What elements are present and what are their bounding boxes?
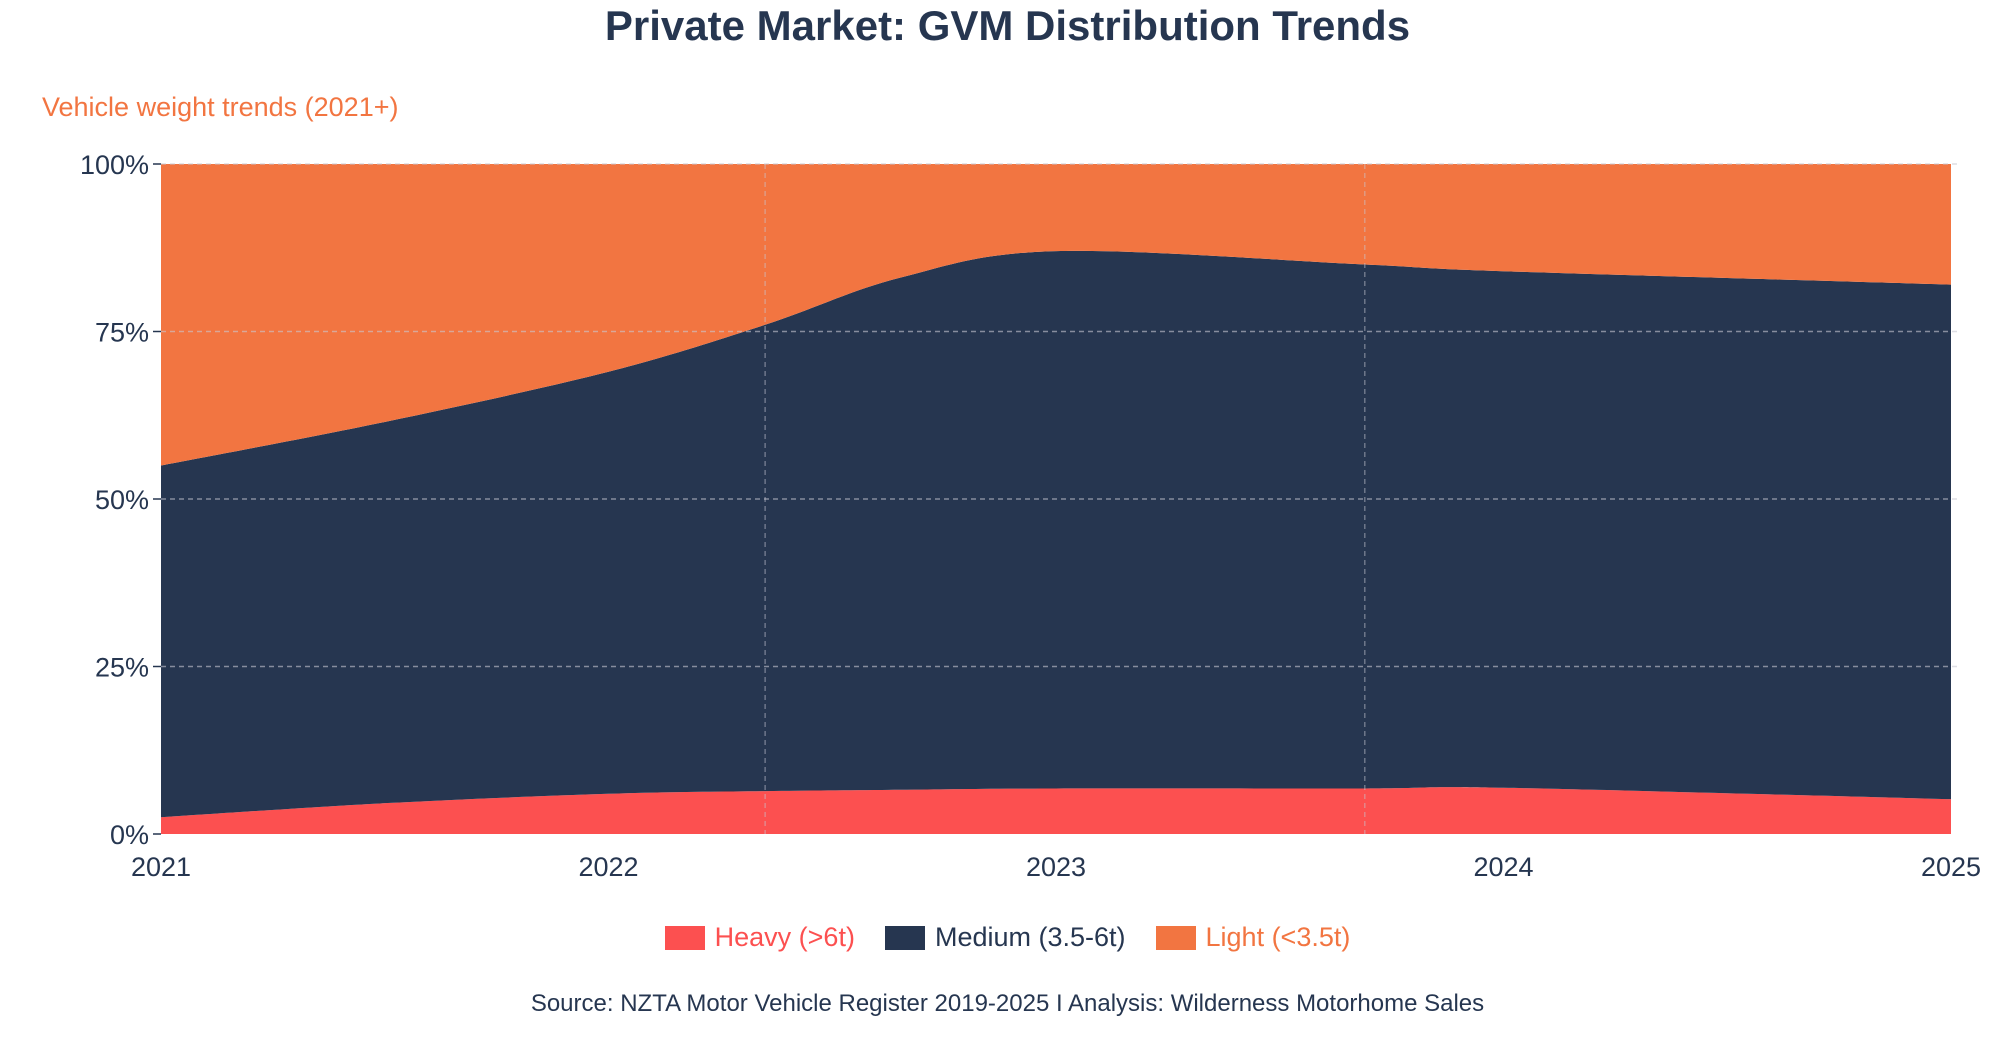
grid-layer bbox=[161, 163, 1961, 834]
legend-swatch-medium bbox=[884, 925, 925, 950]
area-medium bbox=[161, 250, 1951, 818]
legend-label-heavy: Heavy (>6t) bbox=[714, 922, 855, 952]
y-tick-label: 0% bbox=[110, 820, 149, 850]
x-tick-label: 2024 bbox=[1473, 852, 1533, 882]
chart-title: Private Market: GVM Distribution Trends bbox=[604, 2, 1411, 49]
y-tick-label: 75% bbox=[95, 318, 149, 348]
x-tick-label: 2025 bbox=[1921, 852, 1981, 882]
legend-item-light[interactable]: Light (<3.5t) bbox=[1155, 922, 1351, 953]
x-tick-label: 2023 bbox=[1026, 852, 1086, 882]
legend: Heavy (>6t) Medium (3.5-6t) Light (<3.5t… bbox=[0, 922, 2015, 953]
y-tick-label: 50% bbox=[95, 485, 149, 515]
area-heavy bbox=[161, 787, 1951, 834]
legend-label-medium: Medium (3.5-6t) bbox=[934, 922, 1126, 952]
y-tick-label: 25% bbox=[95, 653, 149, 683]
axis-layer: 0% 25% 50% 75% 100% 2021 2022 2023 2024 2025 bbox=[80, 150, 1981, 882]
chart-subtitle: Vehicle weight trends (2021+) bbox=[42, 92, 399, 122]
x-tick-label: 2021 bbox=[131, 852, 191, 882]
legend-label-light: Light (<3.5t) bbox=[1205, 922, 1351, 952]
legend-swatch-light bbox=[1155, 925, 1196, 950]
y-tick-label: 100% bbox=[80, 150, 149, 180]
x-tick-label: 2022 bbox=[578, 852, 638, 882]
area-light bbox=[161, 164, 1951, 466]
legend-item-medium[interactable]: Medium (3.5-6t) bbox=[884, 922, 1126, 953]
area-layer bbox=[161, 164, 1951, 834]
source-note: Source: NZTA Motor Vehicle Register 2019… bbox=[530, 990, 1485, 1017]
legend-swatch-heavy bbox=[664, 925, 705, 950]
legend-item-heavy[interactable]: Heavy (>6t) bbox=[664, 922, 855, 953]
